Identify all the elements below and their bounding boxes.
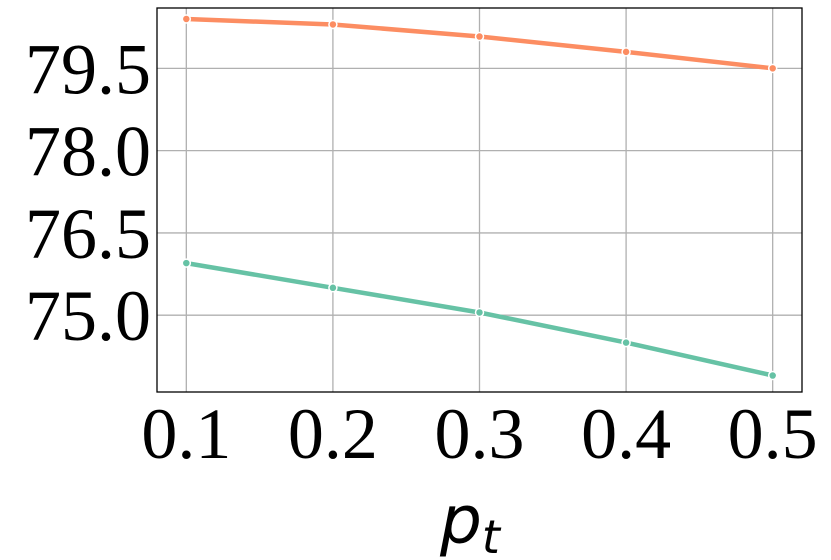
x-tick-label-4: 0.5 bbox=[728, 394, 818, 474]
series-0-point-0 bbox=[181, 14, 192, 24]
series-0-point-1 bbox=[328, 19, 338, 30]
x-tick-labels: 0.1 0.2 0.3 0.4 0.5 bbox=[141, 394, 817, 474]
y-tick-label-1: 76.5 bbox=[25, 194, 151, 274]
x-axis-label-subscript: t bbox=[482, 510, 502, 560]
series-0-point-2 bbox=[474, 31, 485, 42]
x-tick-label-2: 0.3 bbox=[435, 394, 525, 474]
series-1-point-2 bbox=[474, 307, 485, 318]
x-axis-label: pt bbox=[439, 482, 502, 560]
y-tick-labels: 75.076.578.079.5 bbox=[25, 29, 151, 356]
y-tick-label-2: 78.0 bbox=[25, 112, 151, 192]
x-tick-label-0: 0.1 bbox=[141, 394, 231, 474]
series-0-point-3 bbox=[621, 47, 631, 57]
y-tick-label-3: 79.5 bbox=[25, 29, 151, 109]
x-axis-label-main: p bbox=[439, 482, 482, 559]
series-1-point-1 bbox=[328, 283, 338, 293]
x-tick-label-1: 0.2 bbox=[288, 394, 378, 474]
x-tick-label-3: 0.4 bbox=[581, 394, 671, 474]
x-gridlines bbox=[185, 8, 774, 392]
series-1-point-4 bbox=[767, 370, 778, 381]
series-1-point-0 bbox=[181, 258, 192, 268]
plot-frame bbox=[156, 7, 803, 393]
y-tick-label-0: 75.0 bbox=[25, 276, 151, 356]
series-layer bbox=[181, 14, 778, 381]
series-0-point-4 bbox=[767, 63, 778, 74]
series-1-point-3 bbox=[621, 337, 631, 348]
